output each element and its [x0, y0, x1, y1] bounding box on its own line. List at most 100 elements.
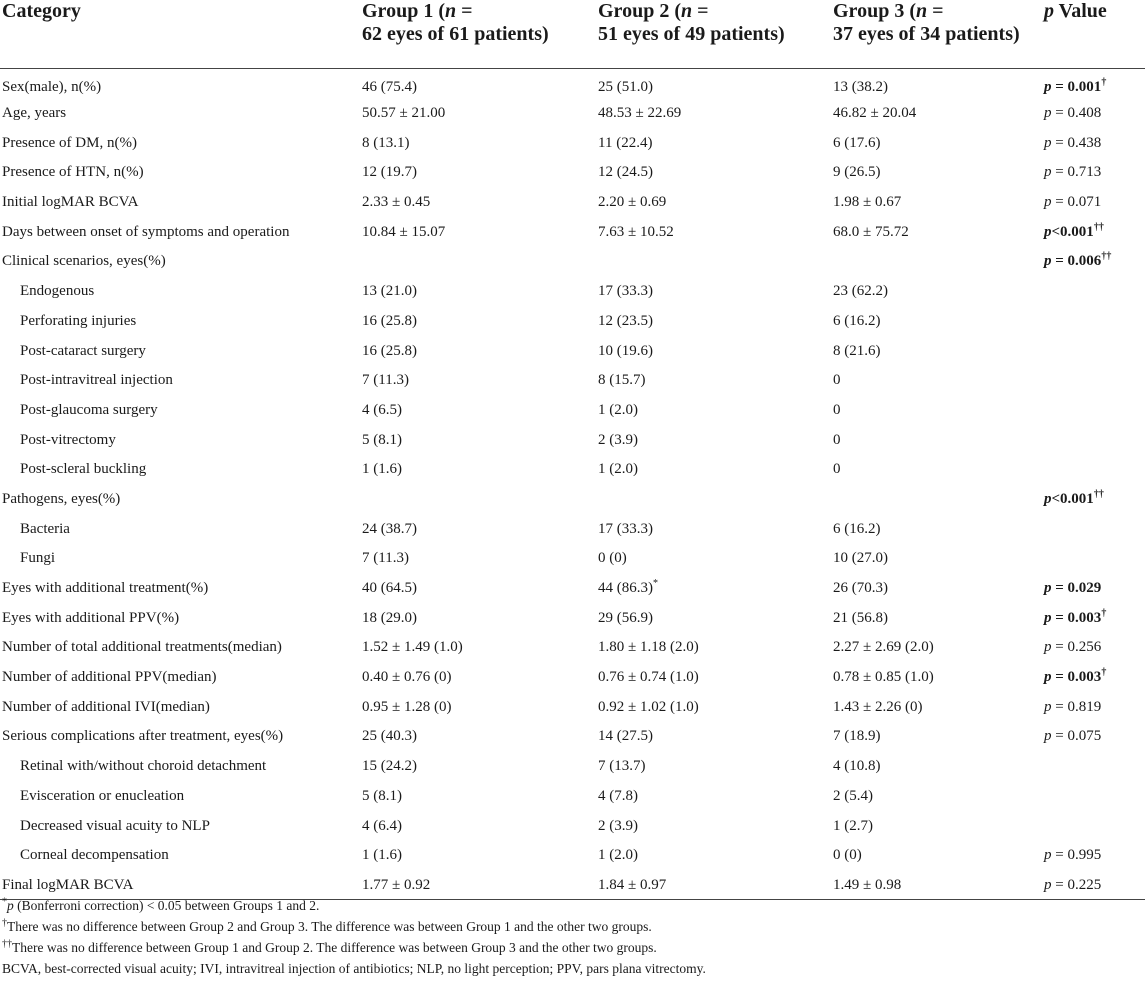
- row-category-label: Endogenous: [20, 283, 95, 300]
- table-row: Perforating injuries 16 (25.8) 12 (23.5) 6 …: [0, 306, 1145, 336]
- group-1-value: 50.57 ± 21.00: [362, 105, 446, 122]
- group-1-value: 1.52 ± 1.49 (1.0): [362, 639, 463, 656]
- group-1-value: 5 (8.1): [362, 787, 402, 804]
- group-1-value: 46 (75.4): [362, 78, 417, 95]
- group-3-value: 6 (16.2): [833, 520, 881, 537]
- group-1-value: 1 (1.6): [362, 461, 402, 478]
- group-3-value: 0: [833, 372, 841, 389]
- p-value: [1040, 514, 1145, 544]
- row-category-label: Age, years: [2, 105, 67, 122]
- group-2-value: 7 (13.7): [598, 758, 646, 775]
- row-category-label: Serious complications after treatment, e…: [2, 728, 284, 745]
- group-1-value: 0.95 ± 1.28 (0): [362, 698, 452, 715]
- group-2-value: 1 (2.0): [598, 847, 638, 864]
- table-row: Retinal with/without choroid detachment 1…: [0, 751, 1145, 781]
- p-value: [1040, 395, 1145, 425]
- group-3-value: 1.98 ± 0.67: [833, 194, 902, 211]
- p-value: [1040, 425, 1145, 455]
- group-3-value: 0: [833, 431, 841, 448]
- p-value: [1040, 365, 1145, 395]
- group-3-value: 7 (18.9): [833, 728, 881, 745]
- group-3-value: 4 (10.8): [833, 758, 881, 775]
- group-2-value: 12 (24.5): [598, 164, 653, 181]
- table-row: Presence of DM, n(%) 8 (13.1) 11 (22.4) 6 (…: [0, 128, 1145, 158]
- p-value: [1040, 336, 1145, 366]
- group-3-value: 6 (16.2): [833, 312, 881, 329]
- row-category-label: Evisceration or enucleation: [20, 787, 185, 804]
- row-category-label: Post-glaucoma surgery: [20, 401, 158, 418]
- group-3-value: 21 (56.8): [833, 609, 888, 626]
- group-2-value: 1 (2.0): [598, 401, 638, 418]
- footnote-bonferroni: *p (Bonferroni correction) < 0.05 betwee…: [2, 896, 320, 913]
- group-2-value: 48.53 ± 22.69: [598, 105, 682, 122]
- table-row: Final logMAR BCVA 1.77 ± 0.92 1.84 ± 0.97 1…: [0, 870, 1145, 901]
- group-3-value: 68.0 ± 75.72: [833, 223, 909, 240]
- p-value: p = 0.256: [1044, 639, 1102, 656]
- table-row: Age, years 50.57 ± 21.00 48.53 ± 22.69 46.8…: [0, 98, 1145, 128]
- p-value: [1040, 544, 1145, 574]
- row-category-label: Perforating injuries: [20, 312, 137, 329]
- row-category-label: Post-scleral buckling: [20, 461, 147, 478]
- p-value: [1040, 306, 1145, 336]
- table-row: Decreased visual acuity to NLP 4 (6.4) 2 (…: [0, 811, 1145, 841]
- p-value: p = 0.225: [1040, 870, 1145, 901]
- group-3-value: 23 (62.2): [833, 283, 888, 300]
- row-category-label: Initial logMAR BCVA: [2, 194, 139, 211]
- group-2-value: 2 (3.9): [598, 431, 638, 448]
- group-1-value: 25 (40.3): [362, 728, 417, 745]
- table-row: Pathogens, eyes(%) p<0.001††: [0, 484, 1145, 514]
- p-value: [1040, 811, 1145, 841]
- row-category-label: Post-intravitreal injection: [20, 372, 173, 389]
- header-p-value: p Value: [1040, 0, 1145, 69]
- footnote-double-dagger: ††There was no difference between Group …: [2, 938, 657, 955]
- group-2-value: 14 (27.5): [598, 728, 653, 745]
- p-value: [1040, 454, 1145, 484]
- p-value: [1040, 751, 1145, 781]
- group-3-value: 9 (26.5): [833, 164, 881, 181]
- group-1-value: [360, 247, 596, 277]
- group-1-value: 12 (19.7): [362, 164, 417, 181]
- group-3-value: 46.82 ± 20.04: [833, 105, 917, 122]
- group-1-value: 8 (13.1): [362, 134, 410, 151]
- group-1-value: [360, 484, 596, 514]
- row-category-label: Presence of DM, n(%): [2, 134, 137, 151]
- group-3-value: 2.27 ± 2.69 (2.0): [833, 639, 934, 656]
- group-3-value: [831, 484, 1040, 514]
- row-category-label: Number of additional IVI(median): [2, 698, 210, 715]
- table-row: Bacteria 24 (38.7) 17 (33.3) 6 (16.2): [0, 514, 1145, 544]
- group-1-value: 2.33 ± 0.45: [362, 194, 431, 211]
- row-category-label: Fungi: [20, 550, 56, 567]
- group-3-value: 2 (5.4): [833, 787, 873, 804]
- header-category: Category: [0, 0, 360, 69]
- p-value: p = 0.003†: [1044, 667, 1107, 686]
- group-2-value: 4 (7.8): [598, 787, 638, 804]
- group-3-value: 0: [833, 461, 841, 478]
- p-value: p = 0.408: [1044, 105, 1102, 122]
- row-category-label: Final logMAR BCVA: [0, 870, 360, 901]
- group-1-value: 7 (11.3): [362, 550, 409, 567]
- group-1-value: 18 (29.0): [362, 609, 417, 626]
- group-3-value: 1 (2.7): [833, 817, 873, 834]
- table-row: Number of additional IVI(median) 0.95 ± 1…: [0, 692, 1145, 722]
- group-1-value: 5 (8.1): [362, 431, 402, 448]
- group-2-value: 2.20 ± 0.69: [598, 194, 667, 211]
- row-category-label: Number of additional PPV(median): [2, 669, 217, 686]
- row-category-label: Corneal decompensation: [20, 847, 169, 864]
- results-table: Category Group 1 (n = 62 eyes of 61 pati…: [0, 0, 1145, 901]
- group-1-value: 40 (64.5): [362, 580, 417, 597]
- table-row: Sex(male), n(%) 46 (75.4) 25 (51.0) 13 (38.…: [0, 69, 1145, 99]
- group-1-value: 24 (38.7): [362, 520, 417, 537]
- group-3-value: 1.49 ± 0.98: [831, 870, 1040, 901]
- table-row: Serious complications after treatment, e…: [0, 722, 1145, 752]
- group-2-value: 11 (22.4): [598, 134, 653, 151]
- table-row: Presence of HTN, n(%) 12 (19.7) 12 (24.5) 9…: [0, 158, 1145, 188]
- row-category-label: Eyes with additional PPV(%): [2, 609, 180, 626]
- row-category-label: Bacteria: [20, 520, 70, 537]
- group-3-value: 13 (38.2): [833, 78, 888, 95]
- group-1-value: 10.84 ± 15.07: [362, 223, 446, 240]
- group-2-value: 44 (86.3)*: [598, 578, 658, 597]
- group-3-value: 8 (21.6): [833, 342, 881, 359]
- group-3-value: 0.78 ± 0.85 (1.0): [833, 669, 934, 686]
- table-row: Post-intravitreal injection 7 (11.3) 8 (15…: [0, 365, 1145, 395]
- group-2-value: 1 (2.0): [598, 461, 638, 478]
